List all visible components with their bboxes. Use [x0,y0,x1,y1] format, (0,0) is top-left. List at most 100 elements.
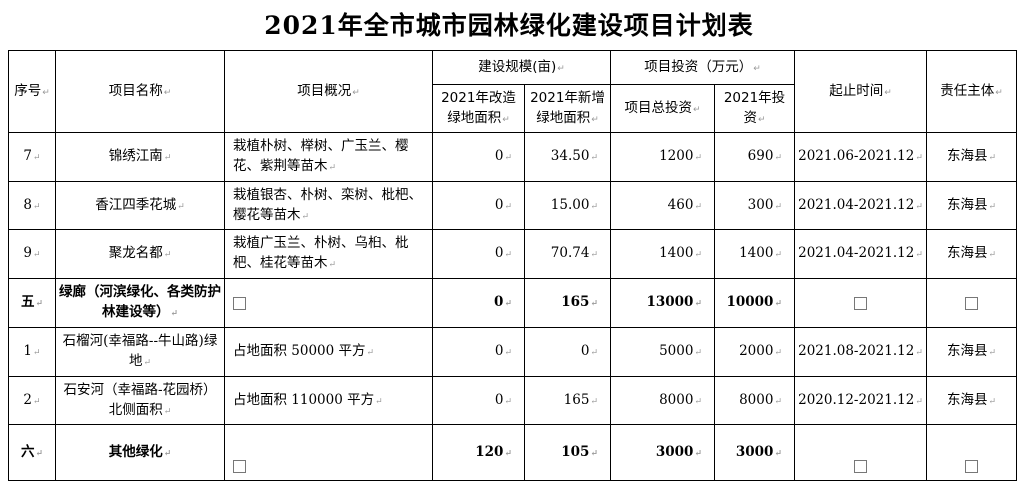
header-row: 序号 项目名称 项目概况 建设规模(亩) 项目投资（万元） 起止时间 责任主体 [8,50,1017,133]
cell-name-text: 其他绿化 [109,444,172,460]
cell-index-text: 五 [21,294,43,310]
cell-renovated-text: 0 [495,343,512,359]
cell-new-text: 165 [561,294,598,310]
cell-invest-2021: 300 [714,181,795,230]
empty-box-icon [965,460,978,473]
empty-box-icon [233,460,246,473]
cell-index: 9 [8,229,56,279]
cell-total-text: 13000 [646,294,702,310]
cell-invest-2021-text: 2000 [739,343,782,359]
header-scale: 建设规模(亩) [432,50,611,85]
header-invest-total: 项目总投资 [610,84,715,133]
cell-owner-text: 东海县 [947,392,996,408]
table-row: 1 石榴河(幸福路--牛山路)绿地占地面积 50000 平方 0 0 5000 2000 2… [8,327,1017,377]
cell-index-text: 8 [23,197,40,213]
table-row: 2 石安河（幸福路-花园桥）北侧面积 占地面积 110000 平方 0 165 8000 8… [8,376,1017,425]
cell-name: 聚龙名都 [55,229,225,279]
cell-invest-2021-text: 1400 [739,245,782,261]
empty-box-icon [854,297,867,310]
cell-overview: 栽植银杏、朴树、栾树、枇杷、樱花等苗木 [224,181,433,230]
cell-new-text: 165 [564,392,598,408]
cell-new-text: 105 [561,444,598,460]
cell-invest-2021: 1400 [714,229,795,279]
cell-overview [224,278,433,328]
cell-new: 34.50 [524,132,611,182]
cell-total: 8000 [610,376,715,425]
cell-invest-2021: 2000 [714,327,795,377]
cell-new: 0 [524,327,611,377]
cell-index: 7 [8,132,56,182]
cell-period-text: 2021.08-2021.12 [798,343,923,359]
cell-period: 2021.08-2021.12 [794,327,927,377]
cell-overview-text: 栽植银杏、朴树、栾树、枇杷、樱花等苗木 [233,187,422,223]
cell-total-text: 1400 [659,245,702,261]
cell-invest-2021: 690 [714,132,795,182]
page-title: 2021年全市城市园林绿化建设项目计划表 [264,11,754,40]
cell-name-text: 石安河（幸福路-花园桥）北侧面积 [63,382,216,418]
cell-owner-text: 东海县 [947,343,996,359]
cell-invest-2021-text: 8000 [739,392,782,408]
cell-owner: 东海县 [926,229,1017,279]
cell-overview: 占地面积 110000 平方 [224,376,433,425]
cell-name-text: 绿廊（河滨绿化、各类防护林建设等） [59,284,221,320]
header-name: 项目名称 [55,50,225,133]
cell-name-text: 聚龙名都 [109,245,172,261]
cell-owner-text: 东海县 [947,197,996,213]
cell-invest-2021-text: 3000 [736,444,782,460]
cell-renovated: 120 [432,424,525,481]
cell-overview-text: 栽植朴树、榉树、广玉兰、樱花、紫荆等苗木 [233,138,409,174]
cell-renovated: 0 [432,376,525,425]
cell-period-text: 2021.04-2021.12 [798,245,923,261]
empty-box-icon [233,297,246,310]
cell-overview-text: 栽植广玉兰、朴树、乌桕、枇杷、桂花等苗木 [233,235,409,271]
table-row: 7 锦绣江南 栽植朴树、榉树、广玉兰、樱花、紫荆等苗木 0 34.50 1200 690 20… [8,132,1017,182]
cell-total: 460 [610,181,715,230]
cell-renovated: 0 [432,229,525,279]
cell-owner-text: 东海县 [947,148,996,164]
header-invest-2021: 2021年投资 [714,84,795,133]
cell-name: 锦绣江南 [55,132,225,182]
cell-renovated-text: 0 [495,245,512,261]
cell-new: 105 [524,424,611,481]
cell-period [794,424,927,481]
cell-index-text: 2 [23,392,40,408]
cell-new: 165 [524,278,611,328]
cell-total-text: 460 [668,197,702,213]
cell-overview-text: 占地面积 50000 平方 [233,343,374,359]
cell-new: 70.74 [524,229,611,279]
cell-invest-2021-text: 10000 [726,294,782,310]
cell-renovated-text: 0 [495,148,512,164]
cell-owner [926,424,1017,481]
cell-name: 香江四季花城 [55,181,225,230]
cell-overview [224,424,433,481]
cell-index: 五 [8,278,56,328]
table-row: 8 香江四季花城 栽植银杏、朴树、栾树、枇杷、樱花等苗木 0 15.00 460 300 20… [8,181,1017,230]
cell-name-text: 锦绣江南 [109,148,172,164]
empty-box-icon [965,297,978,310]
cell-invest-2021-text: 300 [748,197,782,213]
cell-renovated: 0 [432,181,525,230]
table-row: 9 聚龙名都 栽植广玉兰、朴树、乌桕、枇杷、桂花等苗木 0 70.74 1400 1400 2… [8,229,1017,279]
cell-owner: 东海县 [926,181,1017,230]
header-overview: 项目概况 [224,50,433,133]
cell-period: 2021.06-2021.12 [794,132,927,182]
header-period: 起止时间 [794,50,927,133]
cell-new-text: 70.74 [551,245,598,261]
cell-total: 5000 [610,327,715,377]
cell-new-text: 34.50 [551,148,598,164]
cell-renovated-text: 0 [494,294,512,310]
cell-period-text: 2021.06-2021.12 [798,148,923,164]
cell-overview: 栽植广玉兰、朴树、乌桕、枇杷、桂花等苗木 [224,229,433,279]
cell-invest-2021: 3000 [714,424,795,481]
cell-period-text: 2021.04-2021.12 [798,197,923,213]
cell-index: 六 [8,424,56,481]
cell-new: 15.00 [524,181,611,230]
cell-index-text: 9 [23,245,40,261]
cell-invest-2021: 10000 [714,278,795,328]
table-row: 五绿廊（河滨绿化、各类防护林建设等） 0 165 13000 10000 [8,278,1017,328]
cell-index-text: 1 [23,343,40,359]
cell-owner-text: 东海县 [947,245,996,261]
cell-invest-2021: 8000 [714,376,795,425]
cell-total: 1400 [610,229,715,279]
cell-period: 2020.12-2021.12 [794,376,927,425]
